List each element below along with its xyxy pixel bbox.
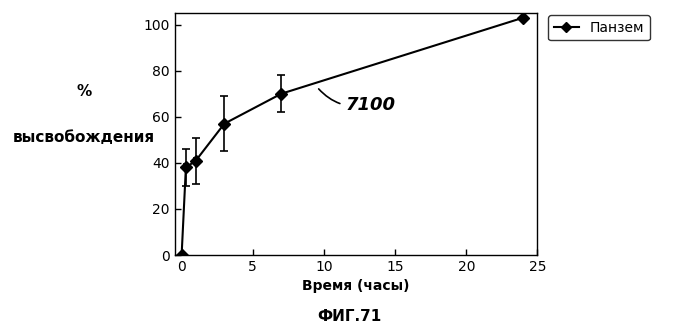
Text: высвобождения: высвобождения: [13, 130, 155, 145]
Text: %: %: [76, 84, 91, 99]
Text: 7100: 7100: [319, 89, 395, 114]
Legend: Панзем: Панзем: [548, 15, 650, 40]
Text: ФИГ.71: ФИГ.71: [317, 309, 381, 324]
X-axis label: Время (часы): Время (часы): [302, 280, 410, 293]
